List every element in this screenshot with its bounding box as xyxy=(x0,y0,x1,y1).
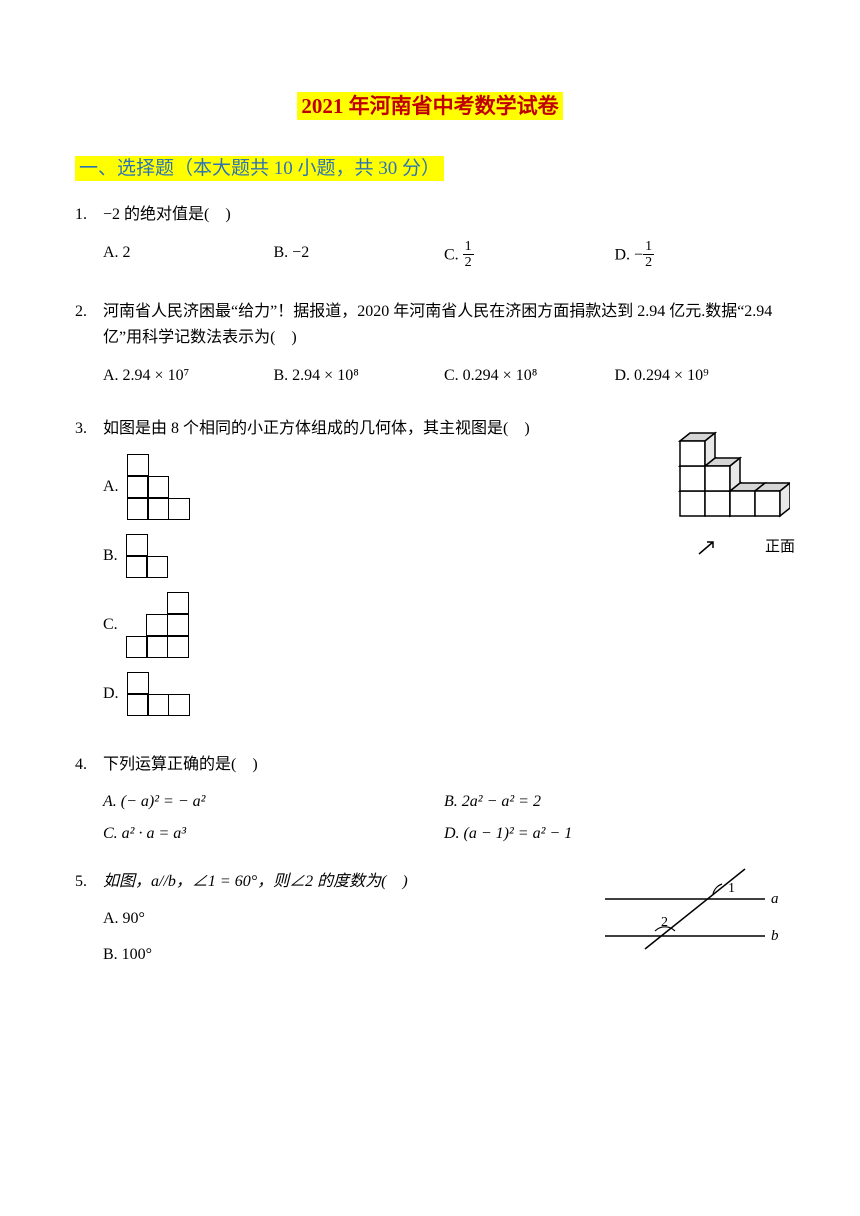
q4-number: 4. xyxy=(75,752,103,778)
q4-option-d: D. (a − 1)² = a² − 1 xyxy=(444,821,785,847)
q4-option-b: B. 2a² − a² = 2 xyxy=(444,789,785,815)
q1-option-b: B. −2 xyxy=(274,240,445,272)
q3-number: 3. xyxy=(75,416,103,442)
line-a-label: a xyxy=(771,891,779,907)
exam-title: 2021 年河南省中考数学试卷 xyxy=(75,90,785,124)
q4-option-a: A. (− a)² = − a² xyxy=(103,789,444,815)
q1-d-fraction: 12 xyxy=(643,239,654,271)
section-1-header: 一、选择题（本大题共 10 小题，共 30 分） xyxy=(75,154,785,184)
q4-option-c: C. a² · a = a³ xyxy=(103,821,444,847)
q5-angle-figure: 1 2 a b xyxy=(595,864,785,963)
q5-number: 5. xyxy=(75,869,103,895)
q1-c-fraction: 12 xyxy=(463,239,474,271)
q1-number: 1. xyxy=(75,202,103,228)
q2-number: 2. xyxy=(75,299,103,325)
q3-a-shape xyxy=(127,454,189,520)
question-1: 1. −2 的绝对值是( ) A. 2 B. −2 C. 12 D. −12 xyxy=(75,202,785,277)
q2-text: 河南省人民济困最“给力”！据报道，2020 年河南省人民在济困方面捐款达到 2.… xyxy=(103,299,785,350)
section-1-text: 一、选择题（本大题共 10 小题，共 30 分） xyxy=(75,156,444,181)
q3-c-label: C. xyxy=(103,612,118,638)
q3-c-shape xyxy=(126,592,188,658)
q3-d-label: D. xyxy=(103,681,119,707)
q3-option-c: C. xyxy=(103,592,785,658)
arrow-icon xyxy=(695,538,719,556)
q4-text: 下列运算正确的是( ) xyxy=(103,752,785,778)
q1-d-prefix: D. − xyxy=(615,246,644,263)
q1-option-c: C. 12 xyxy=(444,240,615,272)
angle-2-label: 2 xyxy=(661,915,668,930)
question-2: 2. 河南省人民济困最“给力”！据报道，2020 年河南省人民在济困方面捐款达到… xyxy=(75,299,785,394)
q3-front-label: 正面 xyxy=(765,535,795,559)
q3-option-d: D. xyxy=(103,672,785,716)
q3-a-label: A. xyxy=(103,474,119,500)
q2-option-c: C. 0.294 × 10⁸ xyxy=(444,363,615,389)
q2-option-b: B. 2.94 × 10⁸ xyxy=(274,363,445,389)
q2-option-a: A. 2.94 × 10⁷ xyxy=(103,363,274,389)
q3-b-label: B. xyxy=(103,543,118,569)
cube-icon xyxy=(660,416,790,531)
question-3: 3. 如图是由 8 个相同的小正方体组成的几何体，其主视图是( ) A. B. xyxy=(75,416,785,730)
q3-cube-figure: 正面 xyxy=(655,416,795,559)
q1-text: −2 的绝对值是( ) xyxy=(103,202,785,228)
angle-1-label: 1 xyxy=(728,881,735,896)
exam-title-text: 2021 年河南省中考数学试卷 xyxy=(297,92,562,120)
q1-option-a: A. 2 xyxy=(103,240,274,272)
q3-d-shape xyxy=(127,672,189,716)
q1-c-prefix: C. xyxy=(444,246,463,263)
question-4: 4. 下列运算正确的是( ) A. (− a)² = − a² B. 2a² −… xyxy=(75,752,785,847)
q1-option-d: D. −12 xyxy=(615,240,786,272)
line-b-label: b xyxy=(771,928,779,944)
q3-front-label-row: 正面 xyxy=(655,535,795,559)
parallel-lines-icon: 1 2 a b xyxy=(595,864,785,954)
q3-b-shape xyxy=(126,534,167,578)
q2-option-d: D. 0.294 × 10⁹ xyxy=(615,363,786,389)
question-5: 5. 如图，a//b，∠1 = 60°，则∠2 的度数为( ) A. 90° B… xyxy=(75,869,785,968)
